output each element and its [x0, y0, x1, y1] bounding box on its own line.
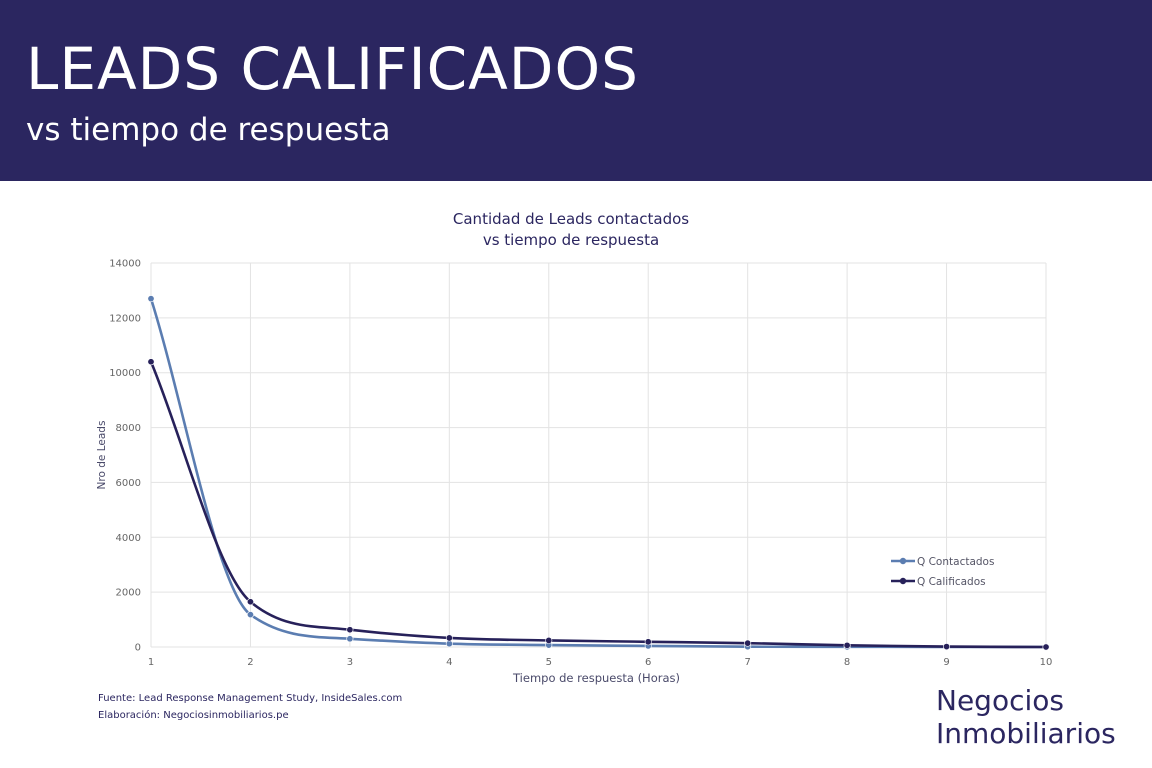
brand-logo-line-2: Inmobiliarios: [936, 717, 1116, 750]
x-axis-label: Tiempo de respuesta (Horas): [512, 671, 680, 685]
y-tick-label: 6000: [116, 478, 141, 489]
y-tick-label: 12000: [109, 313, 141, 324]
x-tick-label: 3: [347, 657, 353, 668]
legend-marker: [899, 577, 907, 585]
y-axis-label: Nro de Leads: [96, 421, 108, 490]
data-point: [445, 640, 453, 648]
series-line-contactados: [149, 298, 1047, 649]
legend-label: Q Calificados: [917, 576, 986, 588]
x-tick-label: 10: [1040, 657, 1053, 668]
source-note: Fuente: Lead Response Management Study, …: [98, 693, 403, 704]
chart-title-line-1: Cantidad de Leads contactados: [453, 210, 689, 228]
page-title: LEADS CALIFICADOS: [26, 35, 639, 103]
data-point: [246, 611, 254, 619]
x-tick-label: 5: [546, 657, 552, 668]
data-point: [744, 639, 752, 647]
elaboration-note: Elaboración: Negociosinmobiliarios.pe: [98, 710, 289, 721]
legend-marker: [899, 557, 907, 565]
header-banner: LEADS CALIFICADOS vs tiempo de respuesta: [0, 0, 1152, 181]
data-point: [147, 295, 155, 303]
y-tick-label: 14000: [109, 259, 141, 270]
data-point: [445, 634, 453, 642]
data-point: [843, 641, 851, 649]
x-tick-label: 9: [943, 657, 949, 668]
y-tick-label: 2000: [116, 588, 141, 599]
series-line-calificados: [149, 361, 1047, 649]
x-tick-label: 4: [446, 657, 452, 668]
data-point: [346, 626, 354, 634]
brand-logo-line-1: Negocios: [936, 684, 1064, 717]
x-tick-label: 8: [844, 657, 850, 668]
y-tick-label: 0: [135, 643, 141, 654]
data-point: [346, 635, 354, 643]
data-point: [545, 636, 553, 644]
y-tick-label: 4000: [116, 533, 141, 544]
data-point: [943, 643, 951, 651]
data-point: [147, 358, 155, 366]
x-tick-label: 6: [645, 657, 651, 668]
x-tick-label: 7: [744, 657, 750, 668]
leads-line-chart: Cantidad de Leads contactados vs tiempo d…: [96, 210, 1053, 685]
y-tick-label: 10000: [109, 368, 141, 379]
data-point: [644, 638, 652, 646]
legend-label: Q Contactados: [917, 556, 994, 568]
y-tick-label: 8000: [116, 423, 141, 434]
page-subtitle: vs tiempo de respuesta: [26, 112, 391, 148]
x-tick-label: 2: [247, 657, 253, 668]
x-tick-label: 1: [148, 657, 154, 668]
chart-title-line-2: vs tiempo de respuesta: [483, 231, 659, 249]
data-point: [246, 598, 254, 606]
data-point: [1042, 643, 1050, 651]
